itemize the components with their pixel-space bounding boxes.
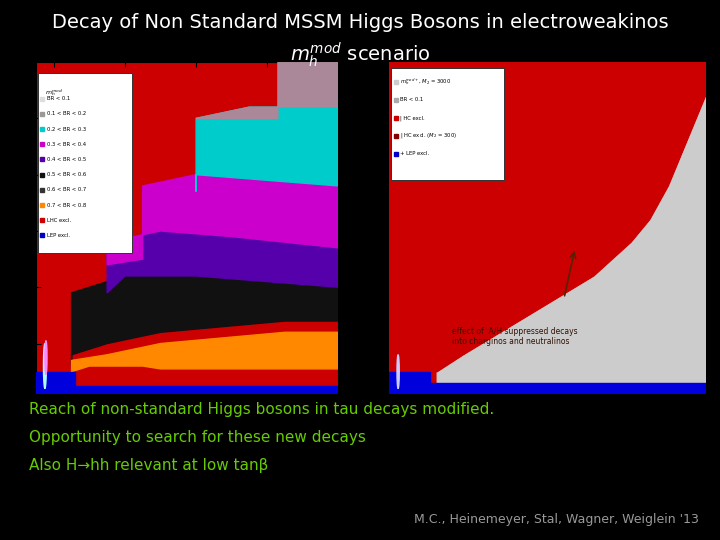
Text: Decay of Non Standard MSSM Higgs Bosons in electroweakinos: Decay of Non Standard MSSM Higgs Bosons … <box>52 14 668 32</box>
Text: 0.4 < BR < 0.5: 0.4 < BR < 0.5 <box>47 157 86 162</box>
Text: $m_h^{mod}$ scenario: $m_h^{mod}$ scenario <box>289 40 431 69</box>
X-axis label: $M_A$ [GeV]: $M_A$ [GeV] <box>164 411 210 424</box>
Text: $m_h^{mod+}$, $M_2$ = 3000: $m_h^{mod+}$, $M_2$ = 3000 <box>400 76 451 87</box>
Text: 0.1 < BR < 0.2: 0.1 < BR < 0.2 <box>47 111 86 117</box>
Polygon shape <box>196 62 338 118</box>
Text: 0.6 < BR < 0.7: 0.6 < BR < 0.7 <box>47 187 86 192</box>
Polygon shape <box>437 62 706 372</box>
Polygon shape <box>389 62 706 372</box>
Text: M.C., Heinemeyer, Stal, Wagner, Weiglein '13: M.C., Heinemeyer, Stal, Wagner, Weiglein… <box>413 514 698 526</box>
Text: 0.5 < BR < 0.6: 0.5 < BR < 0.6 <box>47 172 86 177</box>
Text: + LEP excl.: + LEP excl. <box>400 151 429 157</box>
Polygon shape <box>107 231 338 293</box>
Polygon shape <box>437 62 706 394</box>
Polygon shape <box>36 372 338 394</box>
X-axis label: $M_A$ [GeV]: $M_A$ [GeV] <box>524 411 570 424</box>
Text: Also H→hh relevant at low tanβ: Also H→hh relevant at low tanβ <box>29 458 268 474</box>
Text: 0.2 < BR < 0.3: 0.2 < BR < 0.3 <box>47 126 86 132</box>
Polygon shape <box>196 107 338 192</box>
Text: LHC excl.: LHC excl. <box>47 218 71 223</box>
Text: effect of  A/H suppressed decays
into charginos and neutralinos: effect of A/H suppressed decays into cha… <box>452 327 577 346</box>
FancyBboxPatch shape <box>392 68 504 180</box>
Text: Reach of non-standard Higgs bosons in tau decays modified.: Reach of non-standard Higgs bosons in ta… <box>29 402 494 417</box>
Polygon shape <box>107 174 338 265</box>
Polygon shape <box>71 332 338 377</box>
Text: Opportunity to search for these new decays: Opportunity to search for these new deca… <box>29 430 366 445</box>
Circle shape <box>45 341 47 375</box>
Polygon shape <box>75 380 338 386</box>
Y-axis label: tan$\beta$: tan$\beta$ <box>5 216 19 240</box>
Polygon shape <box>389 372 706 394</box>
Text: | HC excl. ($M_2$ = 300): | HC excl. ($M_2$ = 300) <box>400 131 457 140</box>
Text: $m_h^{mod}$: $m_h^{mod}$ <box>45 87 63 98</box>
Text: LEP excl.: LEP excl. <box>47 233 70 238</box>
Polygon shape <box>71 276 338 366</box>
Text: | HC excl.: | HC excl. <box>400 115 425 120</box>
Y-axis label: tan$\beta$: tan$\beta$ <box>358 216 372 240</box>
Circle shape <box>43 343 46 389</box>
Text: BR < 0.1: BR < 0.1 <box>400 97 423 102</box>
Text: BR < 0.1: BR < 0.1 <box>47 96 70 101</box>
Text: 0.3 < BR < 0.4: 0.3 < BR < 0.4 <box>47 142 86 147</box>
Text: 0.7 < BR < 0.8: 0.7 < BR < 0.8 <box>47 202 86 207</box>
FancyBboxPatch shape <box>38 73 132 253</box>
Circle shape <box>397 355 399 389</box>
